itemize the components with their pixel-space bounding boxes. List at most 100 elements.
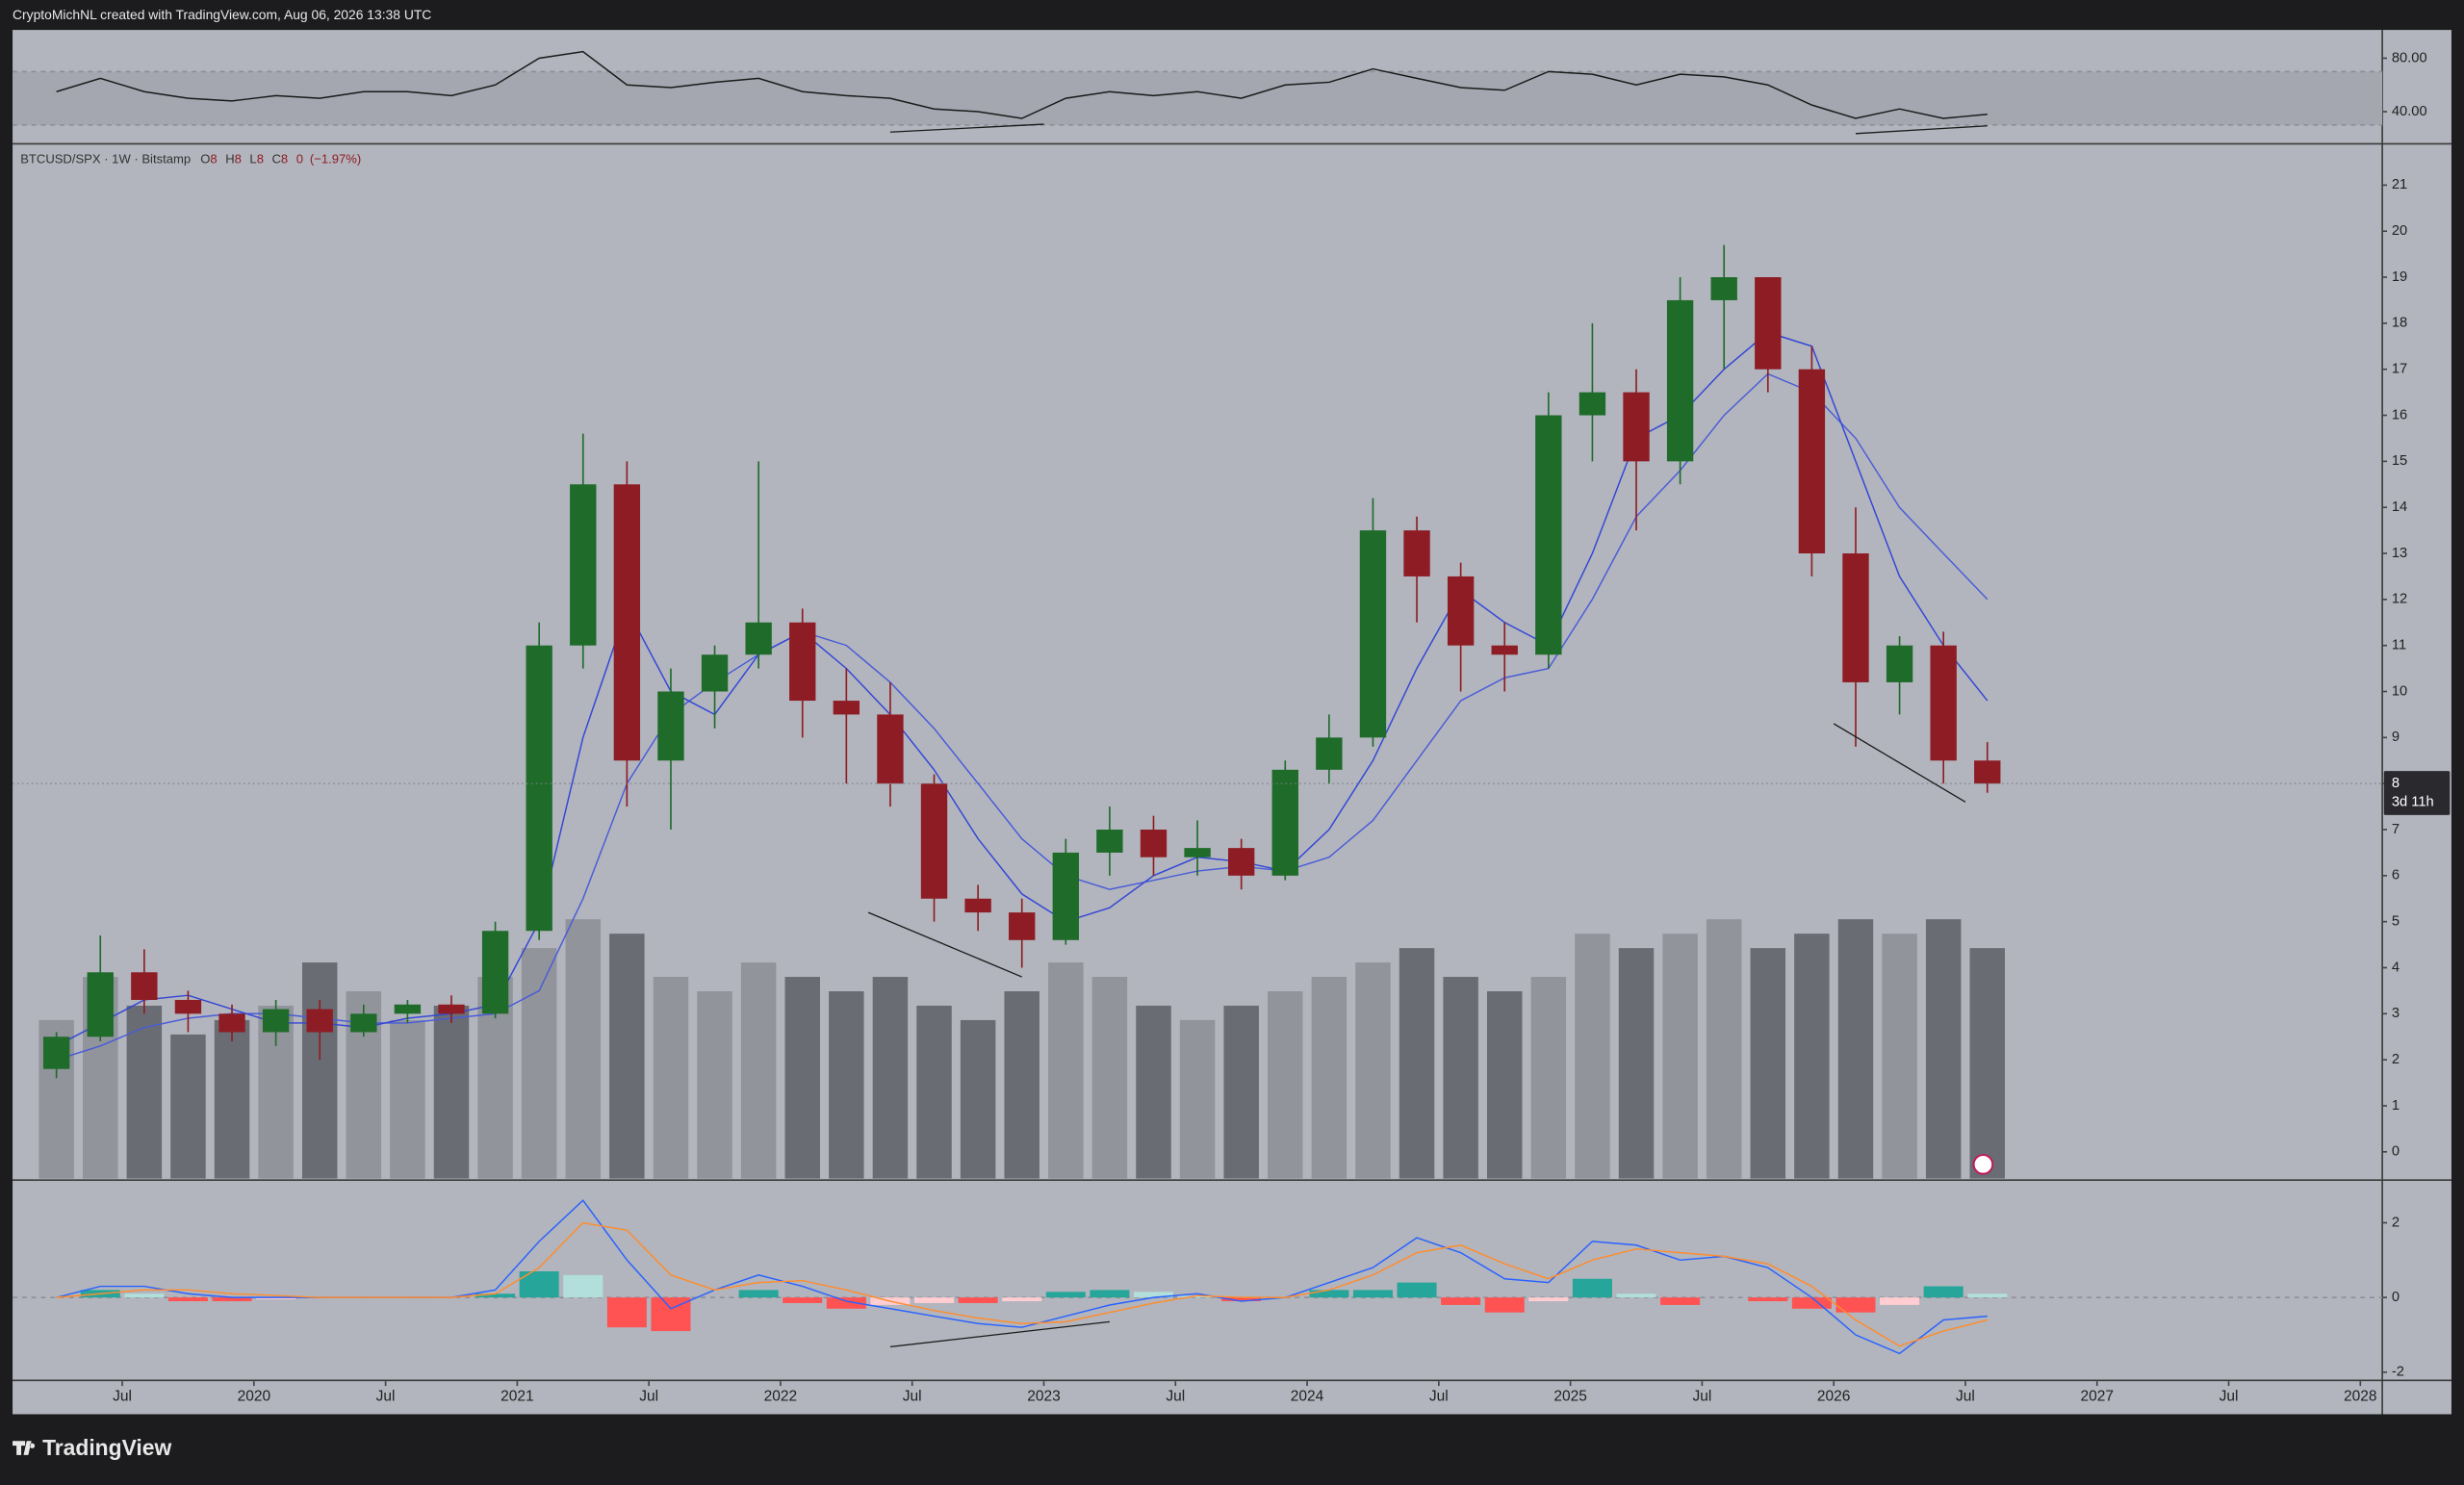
candle-body <box>1974 760 2001 784</box>
y-tick-label: 6 <box>2392 868 2400 883</box>
rsi-band <box>13 71 2383 125</box>
histogram-bar <box>1484 1297 1525 1313</box>
y-tick-label: 13 <box>2392 546 2407 561</box>
candle-body <box>1491 645 1518 655</box>
x-tick-label: 2020 <box>238 1389 271 1405</box>
volume-bar <box>609 934 645 1179</box>
trendline <box>1833 723 1966 803</box>
candle-body <box>833 701 860 715</box>
y-tick-label: 12 <box>2392 592 2407 607</box>
x-tick-label: 2022 <box>764 1389 797 1405</box>
candle-body <box>218 1013 245 1033</box>
candle-body <box>87 972 114 1037</box>
volume-bar <box>1223 1005 1259 1179</box>
candle-body <box>701 654 729 692</box>
x-tick-label: 2021 <box>500 1389 533 1405</box>
legend-value: 8 <box>257 152 264 166</box>
candle-body <box>1535 415 1562 655</box>
x-tick-label: 2024 <box>1291 1389 1324 1405</box>
volume-bar <box>829 991 864 1179</box>
x-tick-label: 2023 <box>1027 1389 1060 1405</box>
candle-body <box>394 1004 422 1014</box>
chart-area <box>13 30 2451 1415</box>
candle-body <box>1666 299 1694 462</box>
histogram-bar <box>1090 1290 1130 1298</box>
volume-bar <box>1486 991 1523 1179</box>
brand-name: TradingView <box>42 1435 171 1460</box>
legend-value: 8 <box>281 152 288 166</box>
y-tick-label: 1 <box>2392 1098 2400 1114</box>
candle-body <box>438 1004 465 1014</box>
volume-bar <box>1706 919 1742 1179</box>
y-tick-label: 10 <box>2392 683 2407 699</box>
candle-body <box>1403 530 1430 576</box>
last-price-tag <box>2383 771 2451 815</box>
volume-bar <box>1091 977 1128 1179</box>
candle-body <box>306 1009 333 1033</box>
histogram-bar <box>256 1297 296 1300</box>
volume-bar <box>1048 962 1084 1179</box>
candle-body <box>920 783 948 899</box>
y-tick-label: 9 <box>2392 730 2400 745</box>
candle-body <box>964 898 991 913</box>
histogram-bar <box>1441 1297 1481 1305</box>
volume-bar <box>697 991 732 1179</box>
x-tick-label: Jul <box>1692 1389 1711 1405</box>
histogram-bar <box>1572 1278 1612 1298</box>
histogram-bar <box>1397 1282 1437 1298</box>
x-tick-label: 2028 <box>2344 1389 2376 1405</box>
candle-body <box>131 972 158 1000</box>
histogram-bar <box>475 1293 516 1298</box>
histogram-bar <box>1791 1297 1832 1309</box>
histogram-bar <box>1309 1290 1349 1298</box>
y-tick-label: 20 <box>2392 223 2407 239</box>
candle-body <box>1930 645 1957 761</box>
legend-value: 8 <box>235 152 242 166</box>
y-tick-label: 80.00 <box>2392 50 2427 65</box>
histogram-bar <box>826 1297 866 1309</box>
y-tick-label: 7 <box>2392 822 2400 837</box>
volume-bar <box>653 977 689 1179</box>
x-tick-label: Jul <box>376 1389 396 1405</box>
histogram-bar <box>1528 1297 1569 1302</box>
plot-layer: 40.0080.00012345678910111213141516171819… <box>13 50 2451 1405</box>
last-price-label: 8 <box>2392 776 2400 791</box>
candle-body <box>1578 392 1606 416</box>
histogram-bar <box>212 1297 252 1302</box>
legend-change: 0 <box>296 152 303 166</box>
volume-bar <box>1794 934 1830 1179</box>
histogram-bar <box>124 1293 165 1298</box>
volume-bar <box>1355 962 1391 1179</box>
histogram-bar <box>606 1297 647 1328</box>
volume-bar <box>916 1005 952 1179</box>
header-text: CryptoMichNL created with TradingView.co… <box>13 7 431 22</box>
histogram-bar <box>1835 1297 1876 1313</box>
legend-label: O <box>200 152 210 166</box>
candle-body <box>42 1037 70 1069</box>
volume-bar <box>1443 977 1478 1179</box>
y-tick-label: 18 <box>2392 316 2407 331</box>
candle-body <box>1184 848 1211 858</box>
y-tick-label: -2 <box>2392 1365 2404 1380</box>
volume-bar <box>1399 948 1435 1179</box>
y-tick-label: 40.00 <box>2392 104 2427 119</box>
histogram-bar <box>1967 1293 2008 1298</box>
volume-bar <box>960 1019 996 1179</box>
volume-bar <box>1662 934 1698 1179</box>
volume-bar <box>1750 948 1786 1179</box>
volume-bar <box>521 948 557 1179</box>
candle-body <box>526 645 552 932</box>
x-tick-label: Jul <box>113 1389 132 1405</box>
candle-body <box>174 999 202 1014</box>
candle-body <box>613 484 641 761</box>
ma_fast-line <box>56 331 1989 1047</box>
histogram-bar <box>1177 1295 1218 1298</box>
candle-body <box>745 622 772 655</box>
histogram-bar <box>783 1297 823 1303</box>
y-tick-label: 15 <box>2392 453 2407 469</box>
x-tick-label: 2027 <box>2081 1389 2114 1405</box>
x-tick-label: Jul <box>1956 1389 1975 1405</box>
y-tick-label: 11 <box>2392 638 2406 653</box>
candle-body <box>1447 576 1475 646</box>
